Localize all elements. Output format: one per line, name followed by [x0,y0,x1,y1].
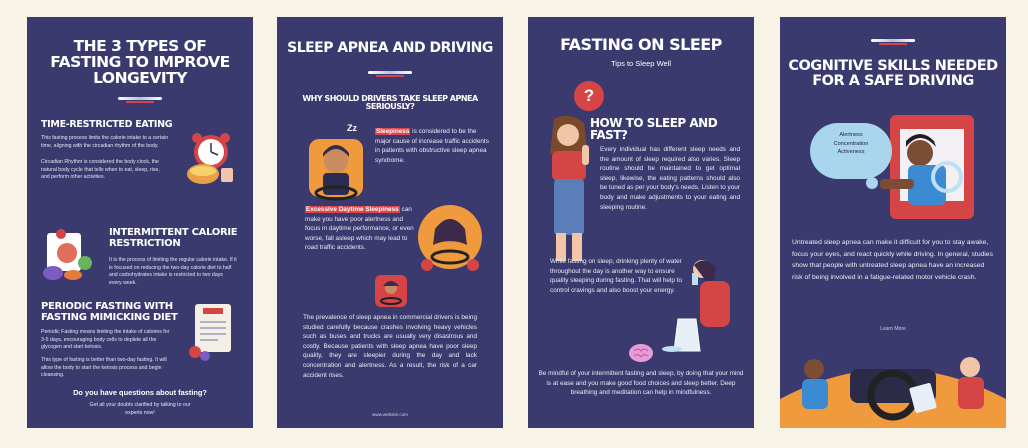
section-text: Periodic Fasting means limiting the inta… [41,329,170,351]
sleepy-driver-illustration: Zz [301,123,373,207]
card-title: SLEEP APNEA AND DRIVING [287,40,493,56]
thought-bubble-tail [866,177,878,189]
question-bubble: ? [574,81,604,111]
scale-food-illustration [39,225,97,283]
brand-logo [368,71,412,79]
card-title: FASTING ON SLEEP [560,35,722,54]
question-mark-icon: ? [583,86,595,105]
section-heading: HOW TO SLEEP AND FAST? [590,116,718,143]
card-title: COGNITIVE SKILLS NEEDED FOR A SAFE DRIVI… [788,58,998,89]
card-title: THE 3 TYPES OF FASTING TO IMPROVE LONGEV… [50,37,230,87]
car-dashboard-illustration [780,339,1006,428]
untreated-apnea-text: Untreated sleep apnea can make it diffic… [792,239,993,282]
thought-bubble [810,123,892,179]
learn-more-link[interactable]: Learn More [880,326,906,332]
section-text: This type of fasting is better than two-… [41,357,167,379]
section-heading: INTERMITTENT CALORIE RESTRICTION [109,227,238,249]
skill-activeness: Activeness [837,149,865,156]
zz-icon: Zz [347,123,357,133]
section-text: Circadian Rhythm is considered the body … [41,159,160,181]
faq-question: Do you have questions about fasting? [73,388,207,397]
card-subtitle: WHY SHOULD DRIVERS TAKE SLEEP APNEA SERI… [302,94,478,112]
prevalence-text: The prevalence of sleep apnea in commerc… [303,314,477,379]
sleep-apnea-driving-card: SLEEP APNEA AND DRIVING WHY SHOULD DRIVE… [277,17,503,428]
sleepiness-text: Sleepiness is considered to be the major… [375,128,489,164]
fasting-types-card: THE 3 TYPES OF FASTING TO IMPROVE LONGEV… [27,17,253,428]
highlight-daytime-sleepiness: Excessive Daytime Sleepiness [305,206,400,213]
brand-logo [871,39,915,47]
brand-logo [118,97,162,105]
bubble-skills: Alertness Concentration Activeness [810,131,892,157]
highlight-sleepiness: Sleepiness [375,128,411,135]
driver-window-illustration: Alertness Concentration Activeness [780,107,1006,231]
section-heading: PERIODIC FASTING WITH FASTING MIMICKING … [41,301,178,323]
clipboard-diet-illustration [185,300,241,362]
thinking-woman-illustration [536,115,602,265]
alarm-clock-illustration [181,128,239,186]
cta-text[interactable]: Get all your doubts clarified by talking… [89,402,191,416]
section-heading: TIME-RESTRICTED EATING [41,119,173,130]
mindfulness-text: Be mindful of your intermittent fasting … [538,370,744,397]
cognitive-skills-card: COGNITIVE SKILLS NEEDED FOR A SAFE DRIVI… [780,17,1006,428]
fasting-on-sleep-card: FASTING ON SLEEP Tips to Sleep Well ? HO… [528,17,754,428]
crash-driver-illustration [415,201,485,277]
water-text: While fasting on sleep, drinking plenty … [550,258,683,294]
website-link[interactable]: www.website.com [372,412,408,417]
section-text: It is the process of limiting the regula… [109,257,237,286]
brain-icon [628,343,654,363]
skill-alertness: Alertness [839,132,863,138]
driver-small-illustration [373,273,409,309]
skill-concentration: Concentration [833,140,869,147]
sleep-needs-text: Every individual has different sleep nee… [600,146,740,211]
card-subtitle: Tips to Sleep Well [610,59,672,68]
daytime-sleepiness-text: Excessive Daytime Sleepiness can make yo… [305,206,414,252]
drinking-woman-illustration [638,259,748,355]
section-text: This fasting process limits the calorie … [41,135,169,149]
